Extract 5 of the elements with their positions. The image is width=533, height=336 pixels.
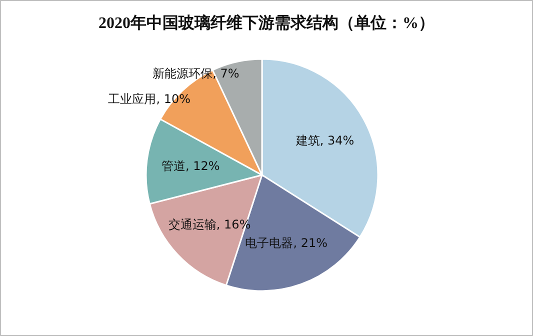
slice-label: 建筑, 34% (294, 134, 354, 148)
slice-label: 管道, 12% (161, 159, 220, 174)
chart-title: 2020年中国玻璃纤维下游需求结构（单位：%） (98, 14, 434, 32)
slice-label: 电子电器, 21% (245, 236, 328, 250)
slice-label: 交通运输, 16% (168, 217, 251, 232)
